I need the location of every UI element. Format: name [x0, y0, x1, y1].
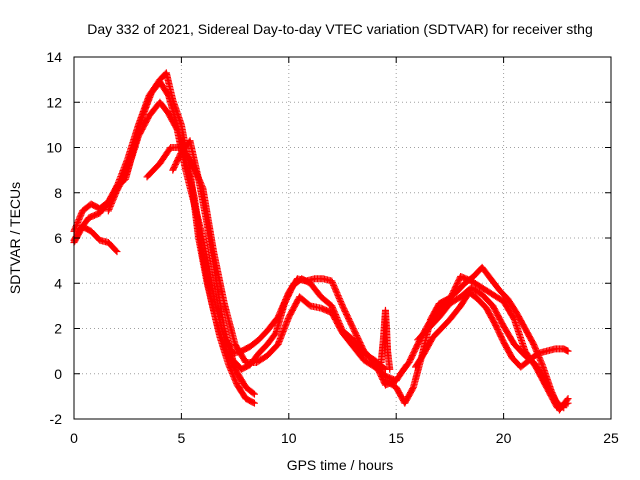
data-point [249, 399, 257, 407]
x-tick-label: 25 [603, 430, 619, 446]
x-tick-label: 0 [70, 430, 78, 446]
data-point [560, 404, 568, 412]
y-tick-label: 8 [54, 185, 62, 201]
data-point [558, 403, 566, 411]
x-axis-label: GPS time / hours [287, 457, 394, 473]
data-point [112, 246, 120, 254]
series-trace-c [70, 223, 121, 256]
data-point [250, 399, 258, 407]
data-point [564, 347, 572, 355]
chart-title: Day 332 of 2021, Sidereal Day-to-day VTE… [87, 21, 593, 37]
x-tick-label: 15 [388, 430, 404, 446]
y-axis-label: SDTVAR / TECUs [7, 182, 23, 294]
y-tick-label: 0 [54, 366, 62, 382]
y-tick-label: 10 [46, 140, 62, 156]
x-tick-label: 5 [178, 430, 186, 446]
data-point [250, 390, 258, 398]
series-trace-j [412, 288, 572, 371]
y-tick-label: 4 [54, 275, 62, 291]
data-point [386, 365, 394, 373]
data-points [70, 69, 572, 414]
data-point [564, 399, 572, 407]
y-tick-label: 14 [46, 49, 62, 65]
y-tick-label: 12 [46, 94, 62, 110]
y-tick-label: 2 [54, 321, 62, 337]
y-tick-label: 6 [54, 230, 62, 246]
y-tick-label: -2 [50, 411, 63, 427]
series-trace-f [169, 137, 389, 373]
data-point [249, 389, 257, 397]
x-tick-label: 10 [281, 430, 297, 446]
data-point [113, 248, 121, 256]
data-point [392, 377, 400, 385]
x-tick-label: 20 [496, 430, 512, 446]
series-trace-spike [377, 306, 394, 373]
axis-ticks: 0 5 10 15 20 25 -2 0 2 4 6 8 10 12 14 [46, 49, 619, 446]
series-trace-d [104, 98, 411, 389]
